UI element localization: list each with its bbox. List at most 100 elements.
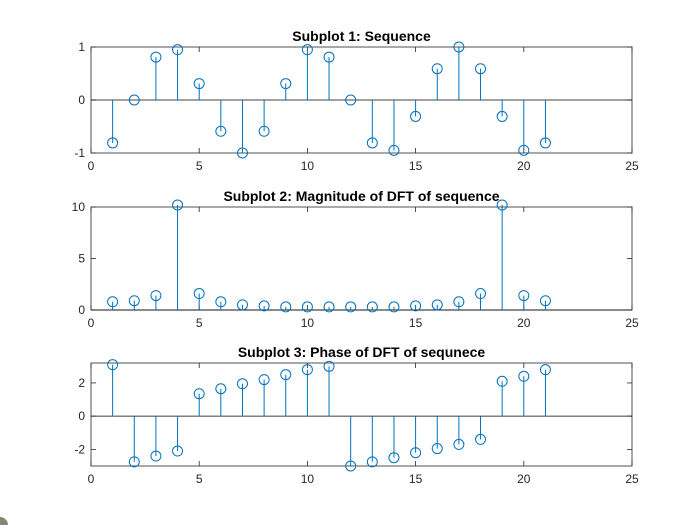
x-tick-label: 20 — [517, 472, 531, 486]
stem-marker — [150, 51, 162, 63]
stem-marker — [453, 438, 465, 450]
y-tick-label: 0 — [78, 409, 85, 423]
window-corner — [0, 517, 8, 525]
subplot-3: Subplot 3: Phase of DFT of sequnece 0 5 10 1… — [74, 344, 639, 486]
axes-box — [90, 362, 633, 467]
x-tick-label: 0 — [88, 316, 95, 330]
x-tick-label: 25 — [625, 472, 639, 486]
stem-marker — [388, 452, 400, 464]
stem-marker — [431, 299, 443, 311]
stem-marker — [193, 388, 205, 400]
stem-marker — [323, 360, 335, 372]
stem-marker — [539, 295, 551, 307]
x-tick-label: 0 — [88, 472, 95, 486]
stem-marker — [345, 94, 357, 106]
stem-marker — [107, 359, 119, 371]
stem-marker — [366, 301, 378, 313]
x-tick-label: 5 — [196, 316, 203, 330]
y-tick-label: -2 — [74, 442, 85, 456]
x-tick-label: 10 — [301, 159, 315, 173]
stem-marker — [193, 78, 205, 90]
stem-marker — [475, 288, 487, 300]
stem-marker — [301, 301, 313, 313]
stem-marker — [215, 125, 227, 137]
stem-marker — [323, 301, 335, 313]
y-tick-label: 10 — [72, 200, 86, 214]
x-tick-label: 10 — [301, 472, 315, 486]
stem-marker — [301, 44, 313, 56]
stem-marker — [539, 137, 551, 149]
stem-marker — [258, 125, 270, 137]
stem-marker — [258, 300, 270, 312]
stem-marker — [388, 301, 400, 313]
stem-marker — [496, 110, 508, 122]
stem-marker — [475, 433, 487, 445]
subplot-2: Subplot 2: Magnitude of DFT of sequence 0… — [72, 188, 639, 330]
stem-marker — [236, 299, 248, 311]
y-tick-label: 1 — [78, 40, 85, 54]
x-tick-label: 20 — [517, 316, 531, 330]
subplot-title: Subplot 1: Sequence — [292, 28, 431, 44]
stem-marker — [453, 296, 465, 308]
stem-marker — [345, 460, 357, 472]
y-tick-label: 5 — [78, 252, 85, 266]
x-tick-label: 25 — [625, 159, 639, 173]
x-tick-label: 15 — [409, 316, 423, 330]
stem-marker — [345, 301, 357, 313]
stem-marker — [215, 383, 227, 395]
axes-box — [90, 206, 633, 311]
stem-marker — [150, 450, 162, 462]
stem-marker — [518, 290, 530, 302]
stem-marker — [410, 110, 422, 122]
x-tick-label: 5 — [196, 472, 203, 486]
stem-marker — [496, 199, 508, 211]
x-tick-label: 5 — [196, 159, 203, 173]
stem-marker — [431, 63, 443, 75]
stem-marker — [128, 94, 140, 106]
stem-marker — [172, 445, 184, 457]
stem-marker — [236, 378, 248, 390]
subplot-title: Subplot 3: Phase of DFT of sequnece — [238, 344, 486, 360]
y-tick-label: -1 — [74, 146, 85, 160]
subplot-title: Subplot 2: Magnitude of DFT of sequence — [223, 188, 499, 204]
stem-marker — [172, 44, 184, 56]
stem-marker — [431, 443, 443, 455]
stem-marker — [258, 374, 270, 386]
stem-marker — [388, 144, 400, 156]
x-tick-label: 25 — [625, 316, 639, 330]
x-tick-label: 10 — [301, 316, 315, 330]
x-tick-label: 15 — [409, 159, 423, 173]
y-tick-label: 0 — [78, 303, 85, 317]
stem-marker — [193, 288, 205, 300]
x-tick-label: 20 — [517, 159, 531, 173]
y-tick-label: 2 — [78, 376, 85, 390]
stem-marker — [453, 41, 465, 53]
x-tick-label: 0 — [88, 159, 95, 173]
stem-marker — [496, 375, 508, 387]
x-tick-label: 15 — [409, 472, 423, 486]
stem-marker — [215, 296, 227, 308]
stem-marker — [107, 296, 119, 308]
stem-marker — [518, 370, 530, 382]
stem-marker — [128, 295, 140, 307]
stem-marker — [410, 300, 422, 312]
stem-marker — [539, 364, 551, 376]
stem-marker — [236, 147, 248, 159]
stem-marker — [366, 456, 378, 468]
stem-marker — [128, 456, 140, 468]
stem-marker — [410, 447, 422, 459]
stem-marker — [107, 137, 119, 149]
stem-marker — [518, 144, 530, 156]
stem-marker — [301, 364, 313, 376]
y-tick-label: 0 — [78, 93, 85, 107]
stem-marker — [150, 290, 162, 302]
stem-marker — [323, 51, 335, 63]
stem-marker — [172, 199, 184, 211]
stem-marker — [475, 63, 487, 75]
stem-marker — [280, 301, 292, 313]
stem-marker — [280, 78, 292, 90]
stem-marker — [366, 137, 378, 149]
stem-marker — [280, 369, 292, 381]
